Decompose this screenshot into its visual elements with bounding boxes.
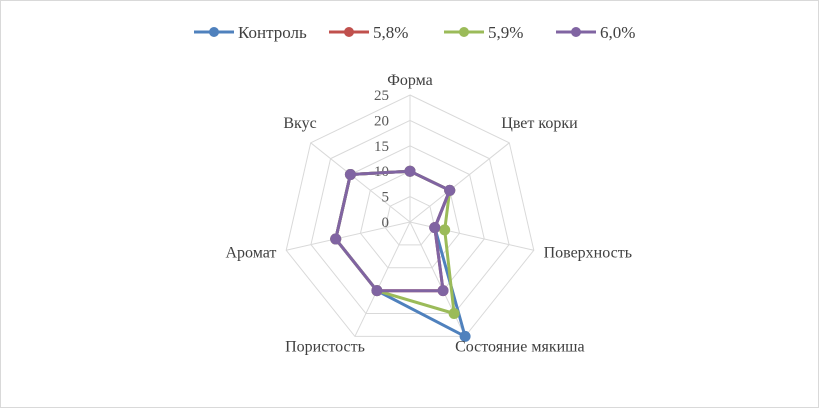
series-line — [334, 169, 452, 293]
legend: Контроль 5,8% 5,9% 6,0% — [194, 23, 635, 42]
grid-ring — [359, 170, 461, 269]
data-point — [437, 285, 449, 297]
legend-label: 5,8% — [373, 23, 408, 42]
tick-label: 25 — [374, 88, 389, 104]
category-label: Цвет корки — [501, 115, 578, 132]
radar-grid — [285, 94, 535, 337]
legend-label: 5,9% — [488, 23, 523, 42]
category-label: Форма — [387, 72, 433, 89]
data-point — [429, 222, 441, 234]
series-group — [330, 165, 471, 342]
data-point — [344, 168, 356, 180]
category-labels: Форма Цвет корки Поверхность Состояние мяки… — [225, 72, 632, 355]
data-point — [404, 165, 416, 177]
category-label: Поверхность — [544, 244, 632, 261]
grid-spoke — [310, 142, 411, 223]
grid-ring — [285, 94, 535, 337]
data-point — [459, 330, 471, 342]
data-point — [444, 184, 456, 196]
legend-marker — [571, 27, 581, 37]
data-point — [439, 224, 451, 236]
legend-item: 5,9% — [444, 23, 523, 42]
category-label: Вкус — [283, 115, 316, 132]
data-point — [330, 233, 342, 245]
grid-spoke — [354, 221, 411, 337]
category-label: Пористость — [285, 338, 365, 355]
grid-ring — [384, 196, 436, 246]
tick-label: 15 — [374, 139, 389, 155]
legend-item: Контроль — [194, 23, 307, 42]
legend-label: Контроль — [238, 23, 307, 42]
legend-item: 6,0% — [556, 23, 635, 42]
legend-marker — [344, 27, 354, 37]
legend-item: 5,8% — [329, 23, 408, 42]
legend-marker — [209, 27, 219, 37]
grid-spoke — [409, 142, 510, 223]
category-label: Аромат — [225, 244, 276, 261]
legend-marker — [459, 27, 469, 37]
tick-label: 5 — [382, 190, 390, 206]
category-label: Состояние мякиша — [455, 338, 584, 355]
grid-spoke — [286, 221, 411, 251]
series — [330, 165, 456, 297]
tick-label: 20 — [374, 113, 389, 129]
data-point — [448, 308, 460, 320]
tick-label: 0 — [382, 215, 390, 231]
legend-label: 6,0% — [600, 23, 635, 42]
grid-ring — [310, 119, 510, 315]
data-point — [371, 285, 383, 297]
